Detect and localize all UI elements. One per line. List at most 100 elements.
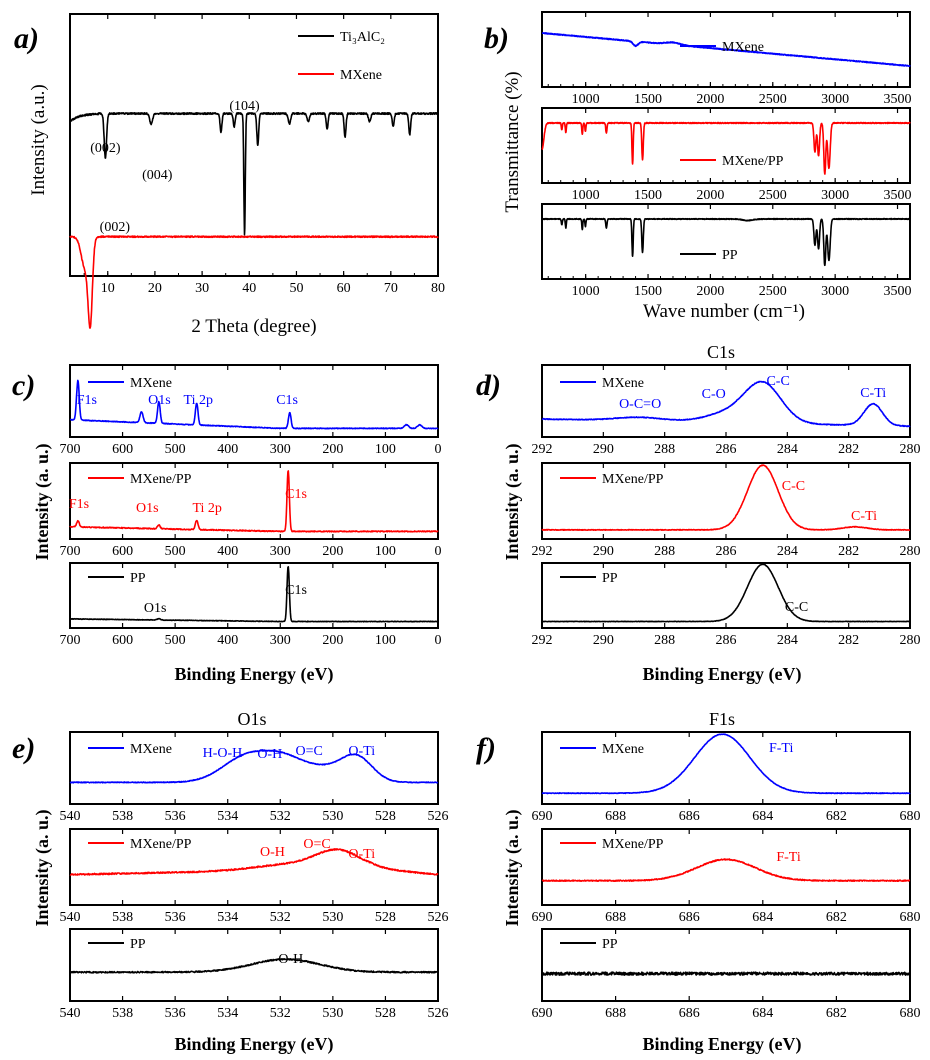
f-xaxis-1-tick-label: 682	[826, 809, 847, 824]
c-xaxis-1-tick-label: 600	[112, 442, 133, 457]
xlabel-e: Binding Energy (eV)	[174, 1034, 333, 1055]
c-xaxis-1-tick-label: 500	[165, 442, 186, 457]
xlabel-a: 2 Theta (degree)	[191, 316, 316, 337]
a-xaxis-tick-label: 30	[195, 281, 209, 296]
f-xaxis-2-tick-label: 682	[826, 910, 847, 925]
xps-curve-f-pp	[541, 971, 911, 976]
xps-curve-d-mxene	[541, 380, 911, 428]
f-xaxis-3-tick-label: 680	[900, 1006, 921, 1021]
a-xaxis-tick-label: 80	[431, 281, 445, 296]
annotation-c-1-1: O1s	[148, 393, 171, 408]
b-xaxis-1-tick-label: 2500	[759, 92, 787, 107]
plot-frame-b-3	[541, 203, 911, 280]
e-xaxis-2-tick-label: 536	[165, 910, 186, 925]
b-xaxis-2-tick-label: 2000	[696, 188, 724, 203]
panel-title-e: O1s	[237, 709, 266, 729]
e-xaxis-1-tick-label: 530	[322, 809, 343, 824]
legend-d-mxene-label: MXene	[602, 376, 644, 391]
annotation-e-1-3: O-Ti	[348, 744, 375, 759]
annotation-e-1-1: O-H	[257, 747, 282, 762]
annotation-e-1-2: O=C	[296, 744, 323, 759]
plots: 10 20 30 40 50 60 70 80 Ti₃AlC₂ MXene (002) (004) (1…	[60, 11, 921, 1021]
c-xaxis-1-tick-label: 200	[322, 442, 343, 457]
panel-label-e: e)	[12, 732, 35, 765]
legend-c-pp-label: PP	[130, 571, 146, 586]
plot-frame-b-1	[541, 11, 911, 88]
annotation-e-2-0: O-H	[260, 845, 285, 860]
c-xaxis-2-tick-label: 100	[375, 544, 396, 559]
xlabel-f: Binding Energy (eV)	[642, 1034, 801, 1055]
b-xaxis-2-tick-label: 3000	[821, 188, 849, 203]
plot-frame-c-1	[69, 364, 439, 438]
a-xaxis-tick-label: 40	[242, 281, 256, 296]
panel-label-a: a)	[14, 22, 39, 55]
b-xaxis-1-tick-label: 1000	[572, 92, 600, 107]
d-xaxis-1-tick-label: 286	[716, 442, 737, 457]
e-xaxis-1-tick-label: 526	[428, 809, 449, 824]
legend-e-pp-label: PP	[130, 937, 146, 952]
e-xaxis-2-tick-label: 528	[375, 910, 396, 925]
e-xaxis-2-tick-label: 540	[60, 910, 81, 925]
e-xaxis-2-tick-label: 530	[322, 910, 343, 925]
d-xaxis-3-tick-label: 288	[654, 633, 675, 648]
annotation-d-1-2: C-C	[766, 374, 789, 389]
xps-curve-d-mxene-pp	[541, 464, 911, 531]
panel-label-f: f)	[476, 732, 496, 765]
d-xaxis-3-tick-label: 286	[716, 633, 737, 648]
plot-frame-d-1	[541, 364, 911, 438]
xps-curve-e-mxene	[69, 749, 439, 784]
xlabel-c: Binding Energy (eV)	[174, 664, 333, 685]
annotation-d-3-0: C-C	[785, 600, 808, 615]
d-xaxis-1-tick-label: 292	[532, 442, 553, 457]
e-xaxis-1-tick-label: 536	[165, 809, 186, 824]
plot-frame-f-1	[541, 731, 911, 805]
legend-f-mxene-label: MXene	[602, 742, 644, 757]
legend-c-mxene-label: MXene	[130, 376, 172, 391]
e-xaxis-2-tick-label: 538	[112, 910, 133, 925]
c-xaxis-3-tick-label: 600	[112, 633, 133, 648]
b-xaxis-3-tick-label: 2500	[759, 284, 787, 299]
annotation-e-3-0: O-H	[278, 952, 303, 967]
annotation-e-2-1: O=C	[303, 837, 330, 852]
a-xaxis-tick-label: 60	[337, 281, 351, 296]
ftir-curve-mxene	[541, 32, 911, 67]
c-xaxis-1-tick-label: 0	[435, 442, 442, 457]
annotation-002: (002)	[90, 141, 121, 156]
c-xaxis-1-tick-label: 400	[217, 442, 238, 457]
f-xaxis-2-tick-label: 684	[752, 910, 773, 925]
annotation-c-2-2: Ti 2p	[192, 501, 221, 516]
e-xaxis-2-tick-label: 534	[217, 910, 238, 925]
annotation-c-1-2: Ti 2p	[184, 393, 213, 408]
annotation-d-1-0: O-C=O	[619, 397, 661, 412]
annotation-d-2-0: C-C	[782, 479, 805, 494]
legend-b-pp-label: PP	[722, 248, 738, 263]
b-xaxis-3-tick-label: 1500	[634, 284, 662, 299]
legend-a-ti3alc2-label: Ti₃AlC₂	[340, 30, 385, 45]
annotation-002-mxene: (002)	[100, 220, 131, 235]
a-xaxis-tick-label: 20	[148, 281, 162, 296]
f-xaxis-3-tick-label: 684	[752, 1006, 773, 1021]
annotation-c-2-3: C1s	[285, 487, 307, 502]
f-xaxis-1-tick-label: 680	[900, 809, 921, 824]
f-xaxis-1-tick-label: 684	[752, 809, 773, 824]
annotation-e-2-2: O-Ti	[348, 847, 375, 862]
xps-curve-c-mxene-pp	[69, 470, 439, 533]
c-xaxis-2-tick-label: 400	[217, 544, 238, 559]
legend-b-mxene-pp-label: MXene/PP	[722, 154, 784, 169]
annotation-f-1-0: F-Ti	[769, 741, 794, 756]
ftir-curve-mxene-pp	[541, 121, 911, 175]
plot-frame-b-2	[541, 107, 911, 184]
b-xaxis-3-tick-label: 3000	[821, 284, 849, 299]
legend-b-mxene-label: MXene	[722, 40, 764, 55]
c-xaxis-3-tick-label: 0	[435, 633, 442, 648]
b-xaxis-3-tick-label: 3500	[884, 284, 912, 299]
c-xaxis-3-tick-label: 700	[60, 633, 81, 648]
b-xaxis-2-tick-label: 1000	[572, 188, 600, 203]
legend-a-mxene-label: MXene	[340, 68, 382, 83]
f-xaxis-3-tick-label: 682	[826, 1006, 847, 1021]
ylabel-c: Intensity (a. u.)	[32, 443, 53, 560]
d-xaxis-3-tick-label: 284	[777, 633, 798, 648]
xps-curve-e-mxene-pp	[69, 848, 439, 876]
legend-e-mxene-label: MXene	[130, 742, 172, 757]
